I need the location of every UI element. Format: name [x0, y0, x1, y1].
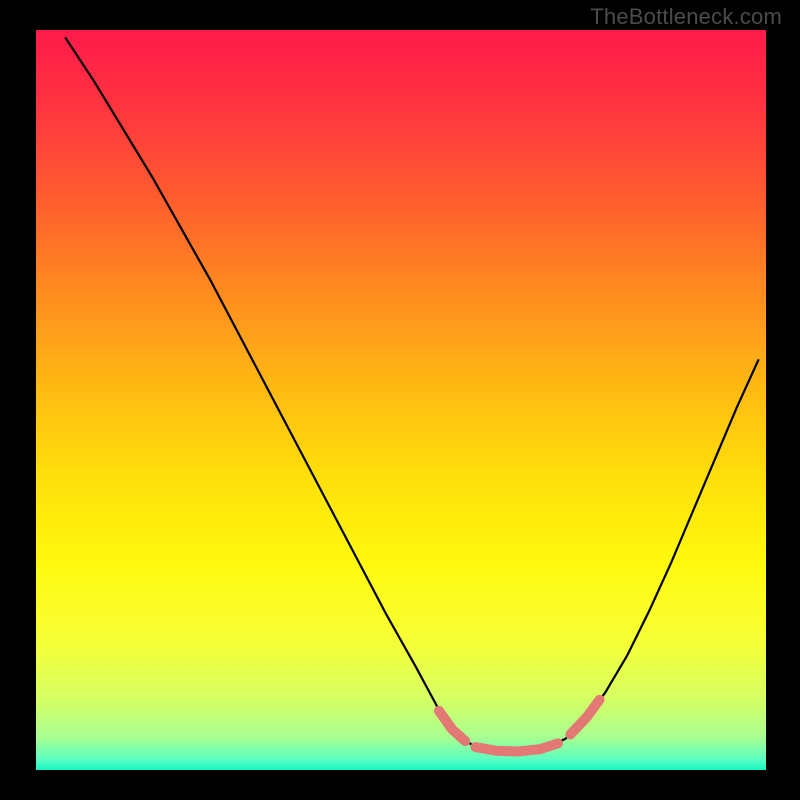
- watermark-text: TheBottleneck.com: [590, 4, 782, 30]
- chart-background: [36, 30, 766, 770]
- chart-container: TheBottleneck.com: [0, 0, 800, 800]
- bottleneck-chart: [0, 0, 800, 800]
